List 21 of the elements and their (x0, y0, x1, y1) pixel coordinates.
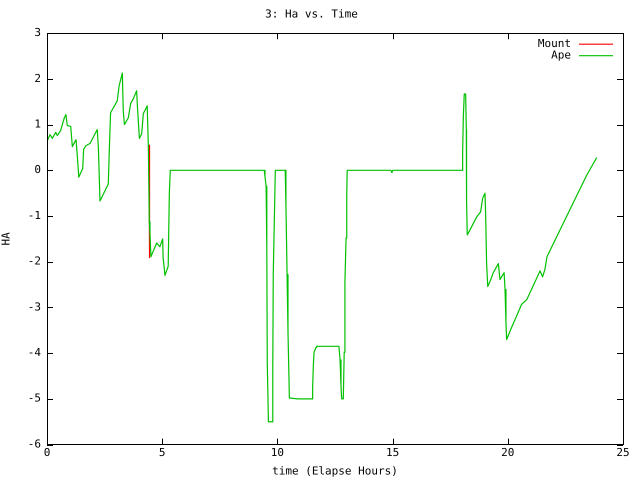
y-tick-label: 1 (34, 117, 41, 130)
y-tick-label: -1 (28, 208, 41, 222)
x-tick-label: 25 (616, 446, 630, 460)
y-tick-label: -3 (28, 300, 41, 314)
chart-title: 3: Ha vs. Time (265, 7, 358, 20)
y-tick-label: -6 (28, 437, 41, 450)
y-tick-label: -2 (28, 254, 41, 268)
x-tick-label: 0 (44, 446, 50, 460)
y-tick-label: 2 (34, 72, 41, 85)
legend-label: Ape (551, 48, 571, 62)
x-tick-label: 15 (386, 446, 400, 460)
y-axis-title: HA (0, 232, 12, 246)
x-tick-label: 20 (501, 446, 514, 460)
y-tick-label: 0 (34, 163, 41, 176)
legend-label: Mount (538, 37, 571, 50)
y-tick-label: 3 (34, 26, 41, 40)
x-tick-label: 5 (158, 446, 166, 460)
y-tick-label: -5 (28, 392, 41, 405)
y-tick-label: -4 (28, 346, 42, 360)
x-axis-title: time (Elapse Hours) (272, 464, 398, 478)
x-tick-label: 10 (270, 446, 284, 460)
